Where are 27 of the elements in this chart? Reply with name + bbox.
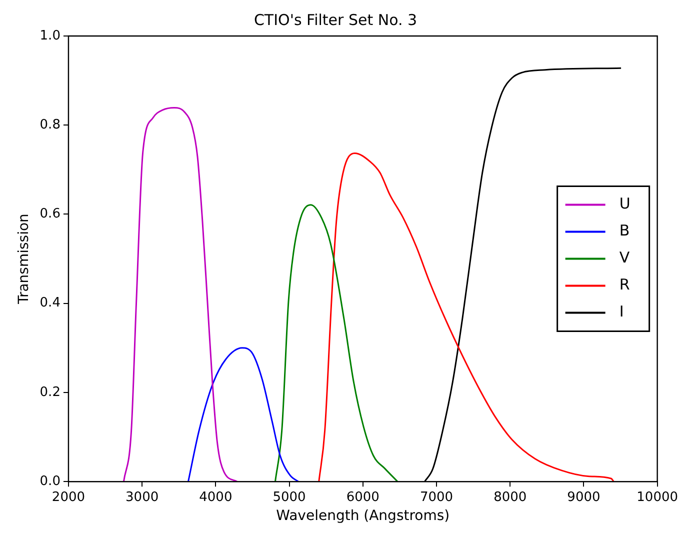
x-tick-label: 8000 [494, 490, 527, 505]
line-series [318, 152, 614, 482]
line-series [122, 106, 238, 482]
y-axis-title: Transmission [16, 214, 32, 306]
legend-label: V [619, 248, 630, 267]
x-tick-label: 10000 [636, 490, 678, 505]
x-tick-label: 5000 [272, 490, 306, 505]
x-tick-label: 6000 [346, 490, 380, 505]
legend-label: I [619, 302, 624, 321]
y-tick-label: 0.6 [40, 206, 60, 222]
x-tick-label: 2000 [52, 490, 86, 505]
x-tick-label: 9000 [567, 490, 600, 505]
line-series [187, 347, 300, 482]
y-tick-label: 0.4 [40, 296, 60, 311]
x-tick-label: 3000 [126, 490, 159, 505]
line-series [274, 204, 398, 482]
y-tick-label: 0.8 [40, 117, 60, 132]
x-axis-title: Wavelength (Angstroms) [276, 508, 450, 524]
x-tick-label: 4000 [199, 490, 232, 505]
legend-label: B [619, 222, 630, 240]
x-tick-label: 7000 [420, 490, 454, 505]
y-tick-label: 0.2 [40, 384, 60, 400]
legend-label: R [619, 276, 630, 294]
y-tick-label: 0.0 [40, 474, 60, 489]
chart-title: CTIO's Filter Set No. 3 [254, 10, 418, 29]
legend-label: U [619, 194, 630, 213]
y-tick-label: 1.0 [40, 28, 60, 44]
